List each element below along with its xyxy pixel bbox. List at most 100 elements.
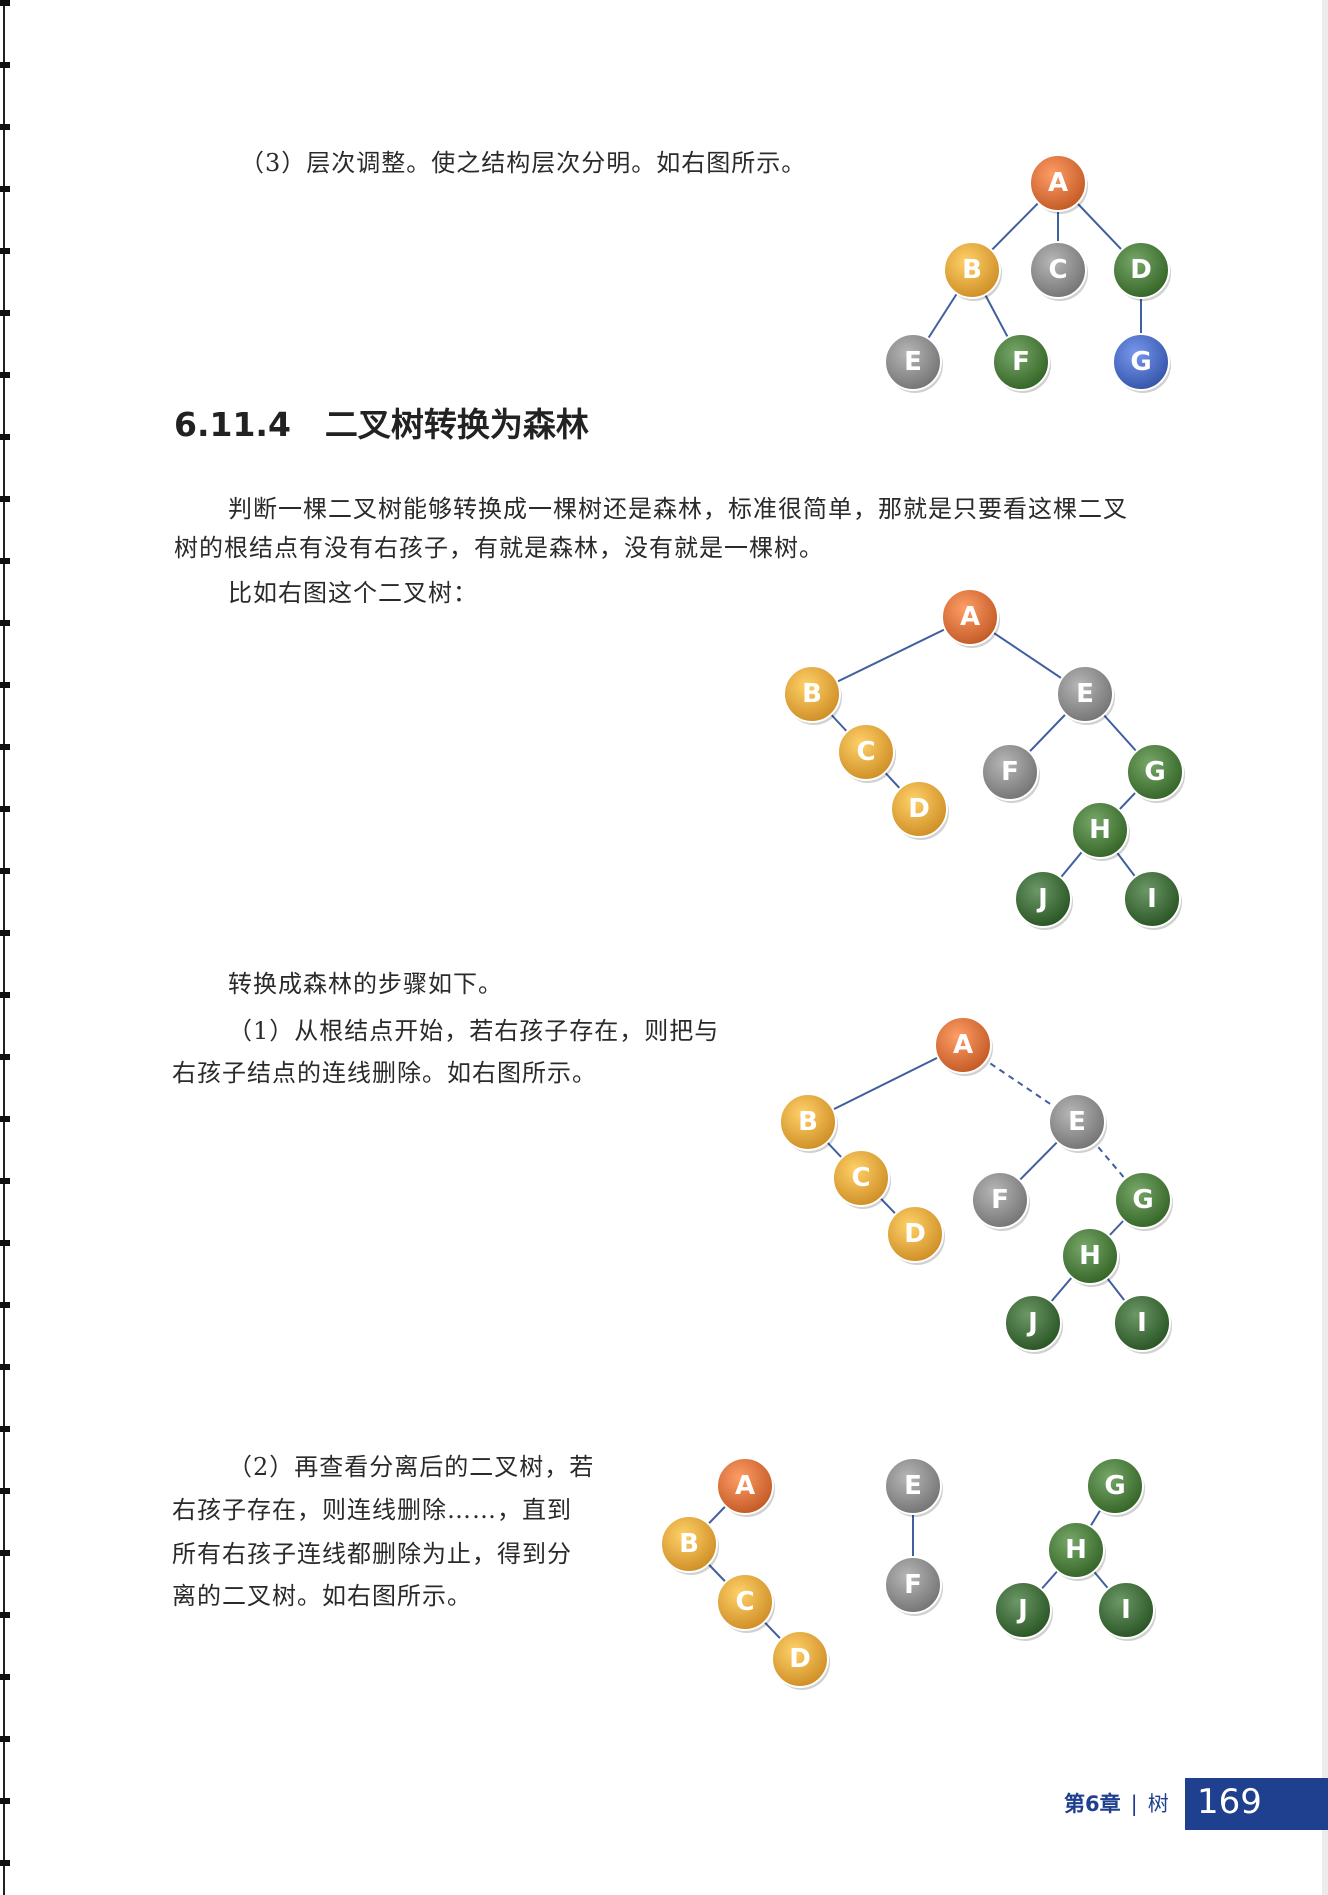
- node-A: A: [941, 588, 1000, 648]
- tree-diagram-binary: A B C D E F G H J I: [783, 588, 1185, 930]
- node-J: J: [1014, 870, 1073, 930]
- node-circle: [716, 1573, 774, 1631]
- step1-line-2: 右孩子结点的连线删除。如右图所示。: [172, 1059, 597, 1087]
- node-label: B: [798, 1107, 818, 1137]
- intro-line-2: 树的根结点有没有右孩子，有就是森林，没有就是一棵树。: [174, 534, 824, 562]
- page-number: 169: [1197, 1782, 1262, 1822]
- step2-line-3: 所有右孩子连线都删除为止，得到分: [172, 1540, 572, 1568]
- node-H: H: [1047, 1521, 1106, 1581]
- step2-line-1: （2）再查看分离后的二叉树，若: [228, 1453, 595, 1481]
- node-label: G: [1104, 1471, 1125, 1501]
- page-edge: [1322, 0, 1328, 1895]
- section-title: 二叉树转换为森林: [324, 405, 589, 444]
- node-C: C: [837, 723, 896, 783]
- step2-line-4: 离的二叉树。如右图所示。: [172, 1582, 472, 1610]
- node-H: H: [1061, 1227, 1120, 1287]
- intro-line-3: 比如右图这个二叉树：: [228, 579, 478, 607]
- chapter-name: 树: [1147, 1792, 1169, 1816]
- step3-text: （3）层次调整。使之结构层次分明。如右图所示。: [240, 149, 807, 177]
- node-circle: [1047, 1521, 1105, 1579]
- node-label: H: [1079, 1241, 1101, 1271]
- node-C: C: [832, 1149, 891, 1209]
- tree-diagram-forest: A B C D E F G H J I: [660, 1457, 1156, 1690]
- node-circle: [660, 1515, 718, 1573]
- node-label: J: [1016, 1595, 1028, 1625]
- node-C: C: [716, 1573, 775, 1633]
- node-label: A: [1048, 168, 1068, 198]
- node-label: D: [904, 1219, 926, 1249]
- edge-A-B: [811, 616, 971, 695]
- node-G: G: [1114, 1171, 1173, 1231]
- node-circle: [941, 588, 999, 646]
- node-F: F: [971, 1171, 1030, 1231]
- node-circle: [890, 780, 948, 838]
- node-J: J: [994, 1581, 1053, 1641]
- node-D: D: [886, 1205, 945, 1265]
- step1-line-1: （1）从根结点开始，若右孩子存在，则把与: [228, 1017, 720, 1045]
- node-F: F: [884, 1556, 943, 1616]
- node-label: J: [1026, 1308, 1038, 1338]
- node-label: C: [856, 737, 875, 767]
- node-label: I: [1137, 1308, 1147, 1338]
- node-B: B: [660, 1515, 719, 1575]
- node-label: A: [953, 1030, 973, 1060]
- node-label: I: [1121, 1595, 1131, 1625]
- node-label: E: [1076, 679, 1094, 709]
- node-F: F: [981, 743, 1040, 803]
- node-B: B: [779, 1093, 838, 1153]
- node-G: G: [1086, 1457, 1145, 1517]
- node-label: G: [1130, 347, 1151, 377]
- node-label: F: [1001, 757, 1019, 787]
- node-H: H: [1071, 801, 1130, 861]
- node-E: E: [884, 1457, 943, 1517]
- node-circle: [1126, 743, 1184, 801]
- node-D: D: [1112, 241, 1171, 301]
- node-label: F: [904, 1570, 922, 1600]
- section-heading: 6.11.4 二叉树转换为森林: [174, 398, 589, 446]
- step2-line-2: 右孩子存在，则连线删除……，直到: [172, 1496, 572, 1524]
- node-circle: [1048, 1093, 1106, 1151]
- chapter-label: 第6章: [1064, 1792, 1121, 1816]
- node-label: E: [904, 1471, 922, 1501]
- node-I: I: [1113, 1294, 1172, 1354]
- node-label: I: [1147, 884, 1157, 914]
- section-number: 6.11.4: [174, 405, 291, 444]
- node-circle: [1097, 1581, 1155, 1639]
- node-circle: [1112, 333, 1170, 391]
- node-circle: [832, 1149, 890, 1207]
- node-label: B: [679, 1529, 699, 1559]
- page-number-box: [1185, 1778, 1328, 1830]
- node-label: J: [1036, 884, 1048, 914]
- node-circle: [1056, 665, 1114, 723]
- node-circle: [783, 665, 841, 723]
- node-J: J: [1004, 1294, 1063, 1354]
- node-label: G: [1144, 757, 1165, 787]
- node-circle: [943, 241, 1001, 299]
- node-label: H: [1089, 815, 1111, 845]
- node-circle: [716, 1457, 774, 1515]
- node-label: C: [851, 1163, 870, 1193]
- node-A: A: [934, 1016, 993, 1076]
- node-circle: [1061, 1227, 1119, 1285]
- node-label: B: [962, 255, 982, 285]
- node-E: E: [884, 333, 943, 393]
- node-circle: [884, 1556, 942, 1614]
- node-label: G: [1132, 1185, 1153, 1215]
- node-circle: [884, 1457, 942, 1515]
- node-circle: [1112, 241, 1170, 299]
- node-D: D: [890, 780, 949, 840]
- node-circle: [971, 1171, 1029, 1229]
- node-label: F: [991, 1185, 1009, 1215]
- node-label: D: [1130, 255, 1152, 285]
- node-circle: [992, 333, 1050, 391]
- node-E: E: [1048, 1093, 1107, 1153]
- node-label: A: [960, 602, 980, 632]
- intro-line-1: 判断一棵二叉树能够转换成一棵树还是森林，标准很简单，那就是只要看这棵二叉: [228, 495, 1128, 523]
- node-circle: [837, 723, 895, 781]
- node-circle: [771, 1630, 829, 1688]
- node-circle: [886, 1205, 944, 1263]
- node-A: A: [716, 1457, 775, 1517]
- node-label: F: [1012, 347, 1030, 377]
- node-circle: [884, 333, 942, 391]
- node-G: G: [1112, 333, 1171, 393]
